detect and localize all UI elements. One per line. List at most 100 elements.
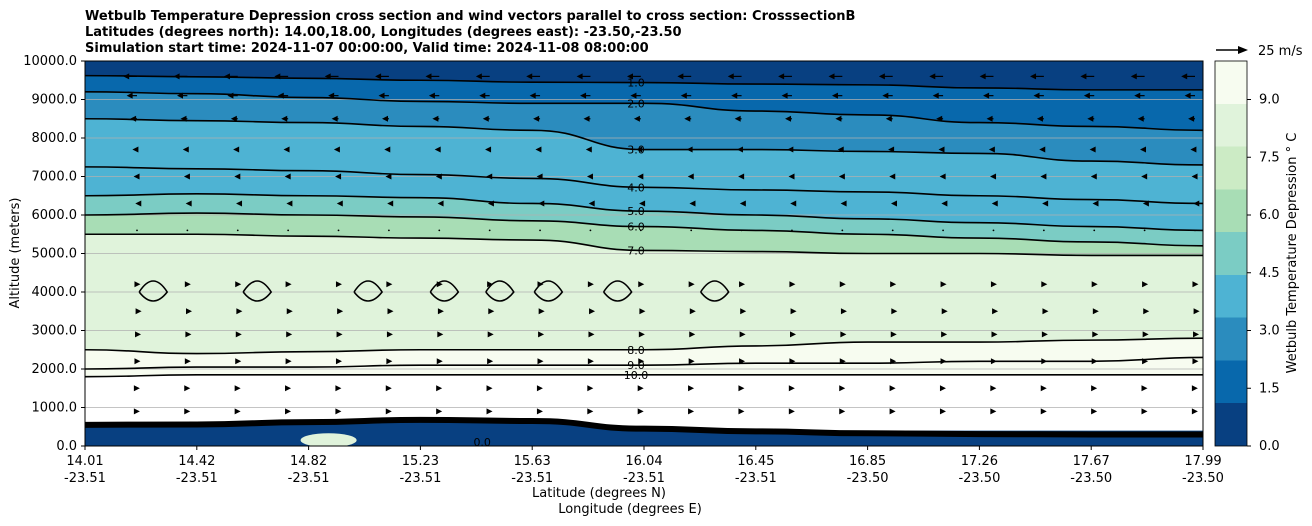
wind-vector-head: [435, 173, 442, 180]
wind-vector-head: [941, 200, 948, 207]
wind-vector-head: [888, 146, 895, 153]
wind-vector-r9-c15: [890, 331, 897, 338]
wind-vector-r1-c4: [328, 92, 339, 99]
wind-vector-r7-c13: [789, 281, 796, 288]
wind-vector-r3-c1: [182, 146, 189, 153]
wind-vector-head: [387, 200, 394, 207]
wind-vector-head: [538, 200, 545, 207]
wind-vector-head: [587, 385, 594, 392]
wind-vector-head: [1137, 115, 1144, 122]
contour-band-8-9: [85, 338, 1203, 369]
wind-vector-r3-c11: [686, 146, 693, 153]
wind-vector-r1-c9: [580, 92, 591, 99]
wind-vector-head: [381, 115, 388, 122]
wind-vector-dot: [388, 229, 390, 232]
wind-vector-r10-c17: [990, 358, 997, 365]
wind-vector-r0-c21: [1181, 73, 1195, 80]
wind-vector-r12-c4: [335, 408, 342, 415]
wind-vector-head: [990, 173, 997, 180]
x-tick-label-lon: -23.51: [288, 471, 330, 486]
wind-vector-r10-c21: [1192, 358, 1199, 365]
wind-vector-r8-c1: [185, 308, 192, 315]
wind-vector-r1-c6: [428, 92, 440, 99]
wind-vector-r4-c6: [435, 173, 442, 180]
wind-vector-head: [941, 331, 948, 338]
wind-vector-head: [437, 200, 444, 207]
wind-vector-head: [538, 308, 545, 315]
wind-vector-head: [586, 173, 593, 180]
contour-loop-8-6: [602, 280, 633, 302]
wind-vector-head: [537, 281, 544, 288]
wind-vector-r11-c13: [788, 385, 795, 392]
wind-vector-r9-c19: [1092, 331, 1099, 338]
wind-vector-head: [1190, 146, 1197, 153]
wind-vector-r1-c17: [983, 92, 994, 99]
wind-vector-r11-c11: [688, 385, 695, 392]
wind-vector-r0-c10: [626, 73, 641, 80]
contour-loop-8-4: [485, 280, 515, 302]
wind-vector-head: [932, 92, 939, 99]
wind-vector-r10-c1: [184, 358, 191, 365]
wind-vector-r7-c3: [285, 281, 292, 288]
wind-vector-r11-c17: [990, 385, 997, 392]
wind-vector-r12-c3: [285, 408, 292, 415]
wind-vector-head: [331, 115, 338, 122]
wind-vector-r8-c10: [639, 308, 646, 315]
wind-vector-r0-c14: [828, 73, 843, 80]
wind-vector-r11-c9: [587, 385, 594, 392]
wind-vector-head: [387, 308, 394, 315]
wind-vector-head: [180, 115, 187, 122]
wind-vector-r5-c7: [487, 200, 494, 207]
colorbar-ticks: 0.0 1.5 3.0 4.5 6.0 7.5 9.0: [1247, 93, 1280, 454]
wind-vector-head: [277, 92, 284, 99]
wind-vector-head: [789, 281, 796, 288]
wind-vector-r12-c1: [184, 408, 191, 415]
wind-vector-r3-c13: [787, 146, 794, 153]
wind-vector-head: [1141, 173, 1148, 180]
wind-vector-r3-c20: [1140, 146, 1147, 153]
wind-vector-dot: [942, 229, 944, 232]
wind-vector-head: [1191, 408, 1198, 415]
wind-vector-head: [835, 115, 842, 122]
colorbar-label: Wetbulb Temperature Depression ° C: [1285, 133, 1300, 374]
wind-vector-dot: [992, 229, 995, 232]
wind-vector-r7-c1: [184, 281, 191, 288]
wind-vector-head: [135, 308, 142, 315]
wind-vector-r6-c11: [690, 229, 693, 232]
contour-label-8: 8.0: [627, 344, 645, 357]
wind-vector-r4-c4: [335, 173, 342, 180]
wind-vector-dot: [438, 229, 441, 232]
wind-vector-head: [940, 358, 947, 365]
wind-vector-head: [134, 281, 141, 288]
wind-vector-r2-c14: [835, 115, 843, 122]
wind-vector-r6-c1: [186, 229, 189, 232]
wind-vector-head: [990, 408, 997, 415]
wind-vector-r9-c4: [336, 331, 343, 338]
wind-vector-head: [281, 115, 288, 122]
wind-vector-head: [576, 73, 583, 80]
wind-vector-r3-c3: [283, 146, 290, 153]
wind-vector-r7-c16: [940, 281, 947, 288]
x-tick-label-lon: -23.50: [958, 471, 1000, 486]
wind-vector-r5-c5: [387, 200, 394, 207]
wind-vector-r3-c10: [636, 146, 643, 153]
wind-vector-dot: [1194, 229, 1196, 232]
wind-vector-r2-c10: [633, 115, 641, 122]
wind-vector-r4-c16: [939, 173, 946, 180]
wind-vector-head: [890, 200, 897, 207]
wind-vector-head: [986, 115, 993, 122]
wind-vector-head: [529, 92, 536, 99]
wind-vector-r1-c16: [932, 92, 944, 99]
wind-vector-r7-c11: [688, 281, 695, 288]
wind-vector-r6-c21: [1194, 229, 1196, 232]
x-axis: 14.01 -23.51 14.42 -23.51 14.82 -23.51 15.23 -2…: [64, 446, 1224, 486]
contour-line-3: [85, 117, 1203, 166]
chart-title-line-3: Simulation start time: 2024-11-07 00:00:…: [85, 41, 649, 56]
wind-vector-head: [236, 308, 243, 315]
wind-vector-head: [991, 331, 998, 338]
wind-vector-head: [889, 173, 896, 180]
wind-vector-head: [333, 146, 340, 153]
contour-label-7: 7.0: [627, 244, 645, 257]
wind-vector-head: [234, 385, 241, 392]
x-tick-label-lat: 15.63: [514, 454, 551, 469]
